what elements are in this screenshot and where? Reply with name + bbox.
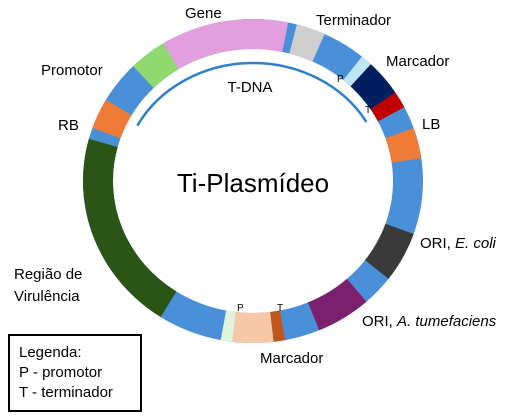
- tdna-arc: [136, 61, 368, 127]
- label-gene: Gene: [185, 5, 222, 22]
- tdna-label: T-DNA: [228, 79, 273, 96]
- label-terminator: Terminador: [316, 12, 391, 29]
- segment-ori-ecoli: [364, 223, 414, 279]
- segment-terminator: [289, 24, 325, 62]
- label-lb: LB: [422, 116, 440, 133]
- label-marker-top: Marcador: [386, 53, 449, 70]
- label-promoter: Promotor: [41, 62, 103, 79]
- segment-marker2-terminator: [270, 310, 286, 342]
- segment-marker-body: [350, 64, 396, 110]
- legend: Legenda: P - promotor T - terminador: [8, 334, 142, 412]
- label-ori-ecoli: ORI, E. coli: [420, 235, 497, 252]
- segment-marker2-promoter: [220, 310, 236, 342]
- segment-virulence: [83, 138, 177, 318]
- label-t-top: T: [365, 105, 371, 116]
- segment-marker-terminator: [370, 92, 405, 122]
- label-rb: RB: [58, 117, 79, 134]
- segment-marker-promoter: [343, 56, 371, 87]
- label-virulence-2: Virulência: [14, 288, 80, 305]
- label-ori-ecoli-prefix: ORI,: [420, 235, 455, 252]
- segment-ori-atum: [307, 278, 367, 331]
- label-ori-atum-prefix: ORI,: [362, 313, 397, 330]
- label-ori-ecoli-species: E. coli: [455, 235, 497, 252]
- segment-gene: [155, 19, 289, 74]
- legend-terminator: T - terminador: [19, 384, 113, 401]
- segment-marker2-body: [232, 311, 274, 343]
- label-marker-bottom: Marcador: [260, 350, 323, 367]
- plasmid-title: Ti-Plasmídeo: [177, 168, 329, 198]
- segment-promoter: [133, 43, 179, 89]
- plasmid-segments: [83, 19, 422, 343]
- label-ori-atum: ORI, A. tumefaciens: [362, 313, 497, 330]
- label-p-top: P: [337, 74, 344, 85]
- segment-lb: [385, 128, 422, 164]
- label-virulence-1: Região de: [14, 266, 82, 283]
- label-t-bottom: T: [277, 303, 283, 314]
- label-p-bottom: P: [237, 303, 244, 314]
- legend-promoter: P - promotor: [19, 364, 103, 381]
- segment-rb: [92, 99, 132, 139]
- label-ori-atum-species: A. tumefaciens: [396, 313, 497, 330]
- legend-title: Legenda:: [19, 344, 82, 361]
